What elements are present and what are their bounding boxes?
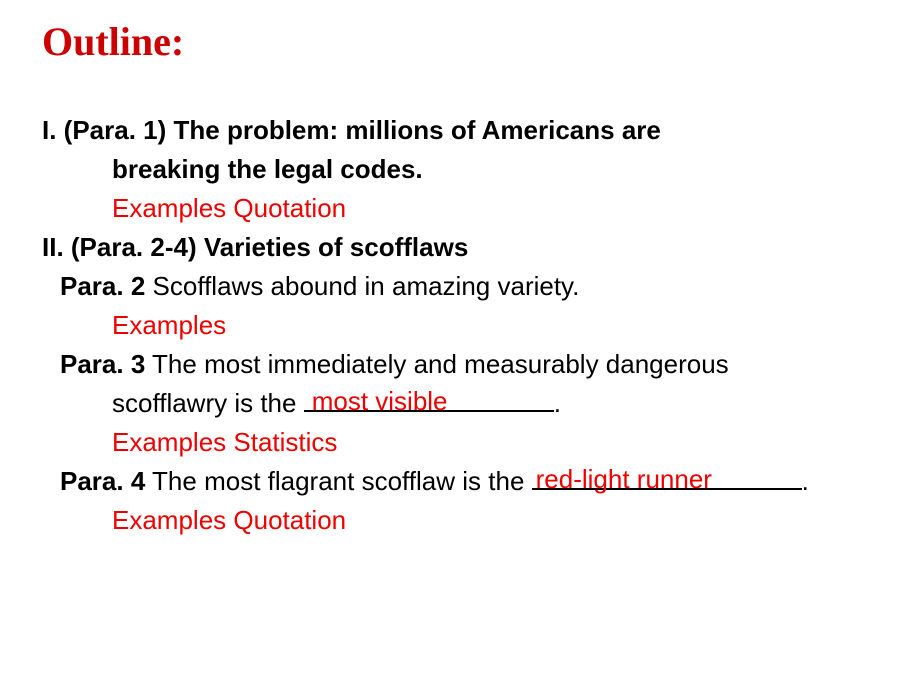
section-1-heading-line2: breaking the legal codes. [42, 150, 878, 189]
para-4-support: Examples Quotation [42, 501, 878, 540]
para-3-support: Examples Statistics [42, 423, 878, 462]
para-4-blank: red-light runner [532, 462, 802, 501]
section-1-heading-line1: I. (Para. 1) The problem: millions of Am… [42, 111, 878, 150]
para-3-label: Para. 3 [60, 349, 145, 379]
para-3-text-cont: scofflawry is the [112, 388, 304, 418]
slide-title: Outline: [42, 18, 878, 65]
para-2: Para. 2 Scofflaws abound in amazing vari… [42, 267, 878, 306]
para-4-text-after: . [802, 466, 809, 496]
para-3-text-before: The most immediately and measurably dang… [145, 349, 728, 379]
section-2-heading: II. (Para. 2-4) Varieties of scofflaws [42, 228, 878, 267]
para-2-text: Scofflaws abound in amazing variety. [145, 271, 579, 301]
para-4: Para. 4 The most flagrant scofflaw is th… [42, 462, 878, 501]
para-3-blank: most visible [304, 384, 554, 423]
slide: Outline: I. (Para. 1) The problem: milli… [0, 0, 920, 558]
para-3-text-after: . [554, 388, 561, 418]
para-2-support: Examples [42, 306, 878, 345]
para-4-text-before: The most flagrant scofflaw is the [145, 466, 531, 496]
para-4-label: Para. 4 [60, 466, 145, 496]
para-3-fill: most visible [312, 382, 448, 421]
section-1-support: Examples Quotation [42, 189, 878, 228]
para-3: Para. 3 The most immediately and measura… [42, 345, 878, 423]
para-2-label: Para. 2 [60, 271, 145, 301]
para-4-fill: red-light runner [536, 460, 712, 499]
